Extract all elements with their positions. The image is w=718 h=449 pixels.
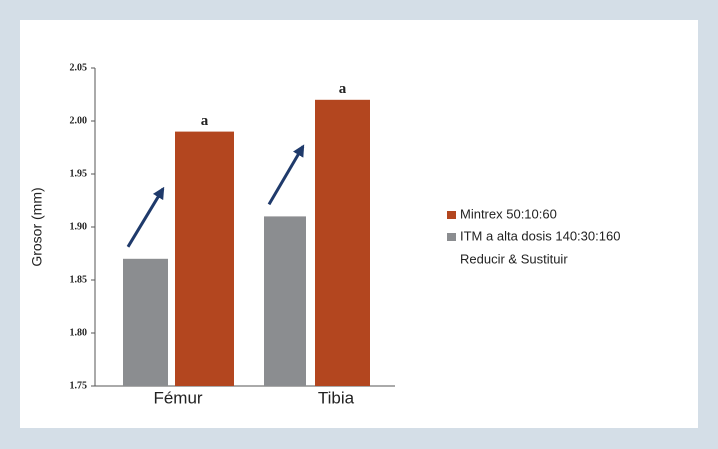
y-tick-label: 1.95 bbox=[70, 168, 88, 179]
legend-note: Reducir & Sustituir bbox=[460, 251, 568, 266]
y-tick-label: 1.85 bbox=[70, 274, 88, 285]
y-tick-label: 2.05 bbox=[70, 62, 88, 73]
x-tick-label: Tibia bbox=[318, 388, 355, 407]
bar bbox=[123, 258, 168, 386]
y-tick-label: 1.75 bbox=[70, 380, 88, 391]
y-tick-label: 2.00 bbox=[70, 115, 88, 126]
arrow bbox=[267, 144, 305, 206]
annotation: a bbox=[339, 81, 347, 97]
y-tick-label: 1.80 bbox=[70, 327, 88, 338]
arrow bbox=[126, 186, 165, 248]
legend-label: Mintrex 50:10:60 bbox=[460, 206, 557, 221]
bar bbox=[264, 216, 306, 386]
x-tick-label: Fémur bbox=[153, 388, 202, 407]
bar bbox=[175, 131, 234, 386]
legend-swatch bbox=[447, 211, 456, 219]
legend-swatch bbox=[447, 233, 456, 241]
y-axis-label: Grosor (mm) bbox=[29, 187, 45, 266]
annotation: a bbox=[201, 113, 209, 129]
y-tick-label: 1.90 bbox=[70, 221, 88, 232]
legend-label: ITM a alta dosis 140:30:160 bbox=[460, 228, 620, 243]
bar bbox=[315, 99, 370, 387]
